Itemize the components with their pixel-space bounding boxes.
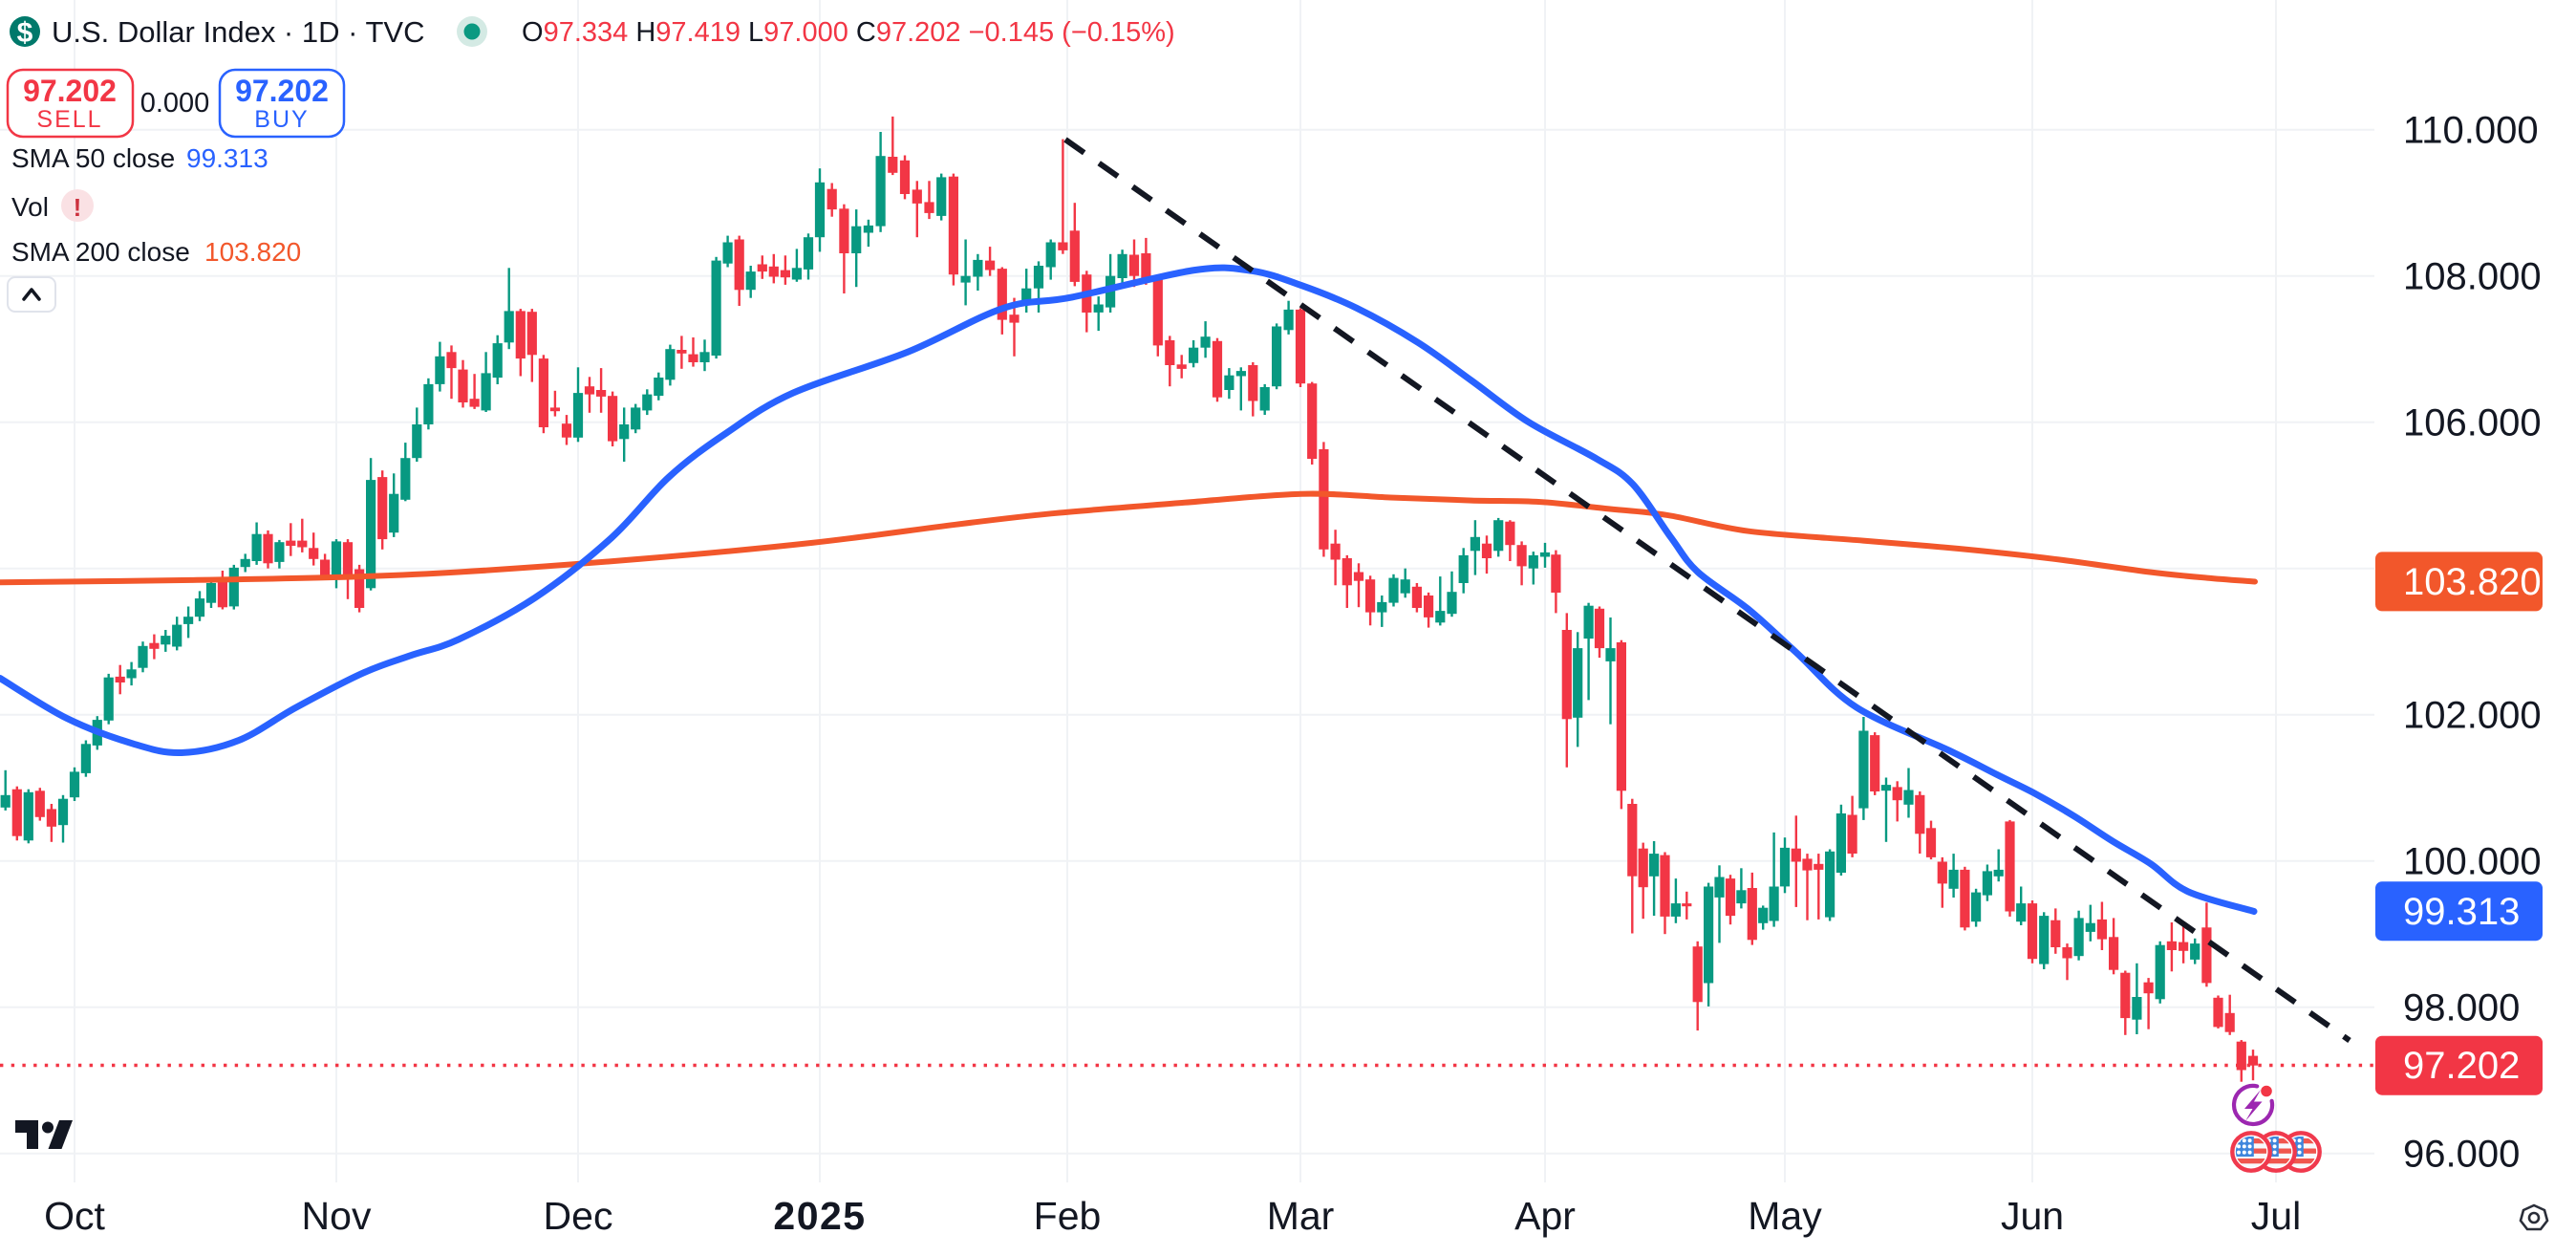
svg-text:SELL: SELL bbox=[36, 106, 102, 133]
svg-text:110.000: 110.000 bbox=[2403, 110, 2539, 152]
svg-text:99.313: 99.313 bbox=[186, 143, 268, 173]
svg-text:106.000: 106.000 bbox=[2403, 402, 2542, 444]
svg-text:96.000: 96.000 bbox=[2403, 1134, 2520, 1176]
svg-text:97.202: 97.202 bbox=[2403, 1045, 2520, 1087]
svg-text:May: May bbox=[1748, 1194, 1822, 1238]
svg-text:0.000: 0.000 bbox=[140, 88, 210, 119]
svg-text:Dec: Dec bbox=[544, 1194, 613, 1238]
svg-text:Apr: Apr bbox=[1514, 1194, 1576, 1238]
svg-text:U.S. Dollar Index · 1D · TVC: U.S. Dollar Index · 1D · TVC bbox=[52, 15, 424, 49]
svg-text:SMA 200 close: SMA 200 close bbox=[11, 237, 190, 267]
svg-text:Jul: Jul bbox=[2251, 1194, 2301, 1238]
svg-text:Jun: Jun bbox=[2001, 1194, 2064, 1238]
svg-text:98.000: 98.000 bbox=[2403, 987, 2520, 1029]
svg-text:$: $ bbox=[17, 17, 33, 49]
svg-text:BUY: BUY bbox=[254, 106, 309, 133]
svg-text:103.820: 103.820 bbox=[2403, 561, 2542, 603]
svg-text:Vol: Vol bbox=[11, 192, 49, 222]
svg-text:Mar: Mar bbox=[1267, 1194, 1335, 1238]
svg-text:O97.334 H97.419 L97.000 C97.20: O97.334 H97.419 L97.000 C97.202 −0.145 (… bbox=[522, 17, 1175, 48]
svg-text:100.000: 100.000 bbox=[2403, 841, 2542, 883]
svg-text:97.202: 97.202 bbox=[235, 74, 329, 108]
svg-text:102.000: 102.000 bbox=[2403, 695, 2542, 737]
svg-text:Oct: Oct bbox=[44, 1194, 105, 1238]
svg-text:97.202: 97.202 bbox=[23, 74, 117, 108]
svg-text:99.313: 99.313 bbox=[2403, 891, 2520, 933]
svg-text:103.820: 103.820 bbox=[204, 237, 301, 267]
svg-text:!: ! bbox=[74, 193, 82, 222]
svg-text:Feb: Feb bbox=[1034, 1194, 1102, 1238]
svg-text:2025: 2025 bbox=[773, 1194, 866, 1238]
svg-text:108.000: 108.000 bbox=[2403, 256, 2542, 298]
svg-text:SMA 50 close: SMA 50 close bbox=[11, 143, 175, 173]
svg-text:Nov: Nov bbox=[302, 1194, 372, 1238]
